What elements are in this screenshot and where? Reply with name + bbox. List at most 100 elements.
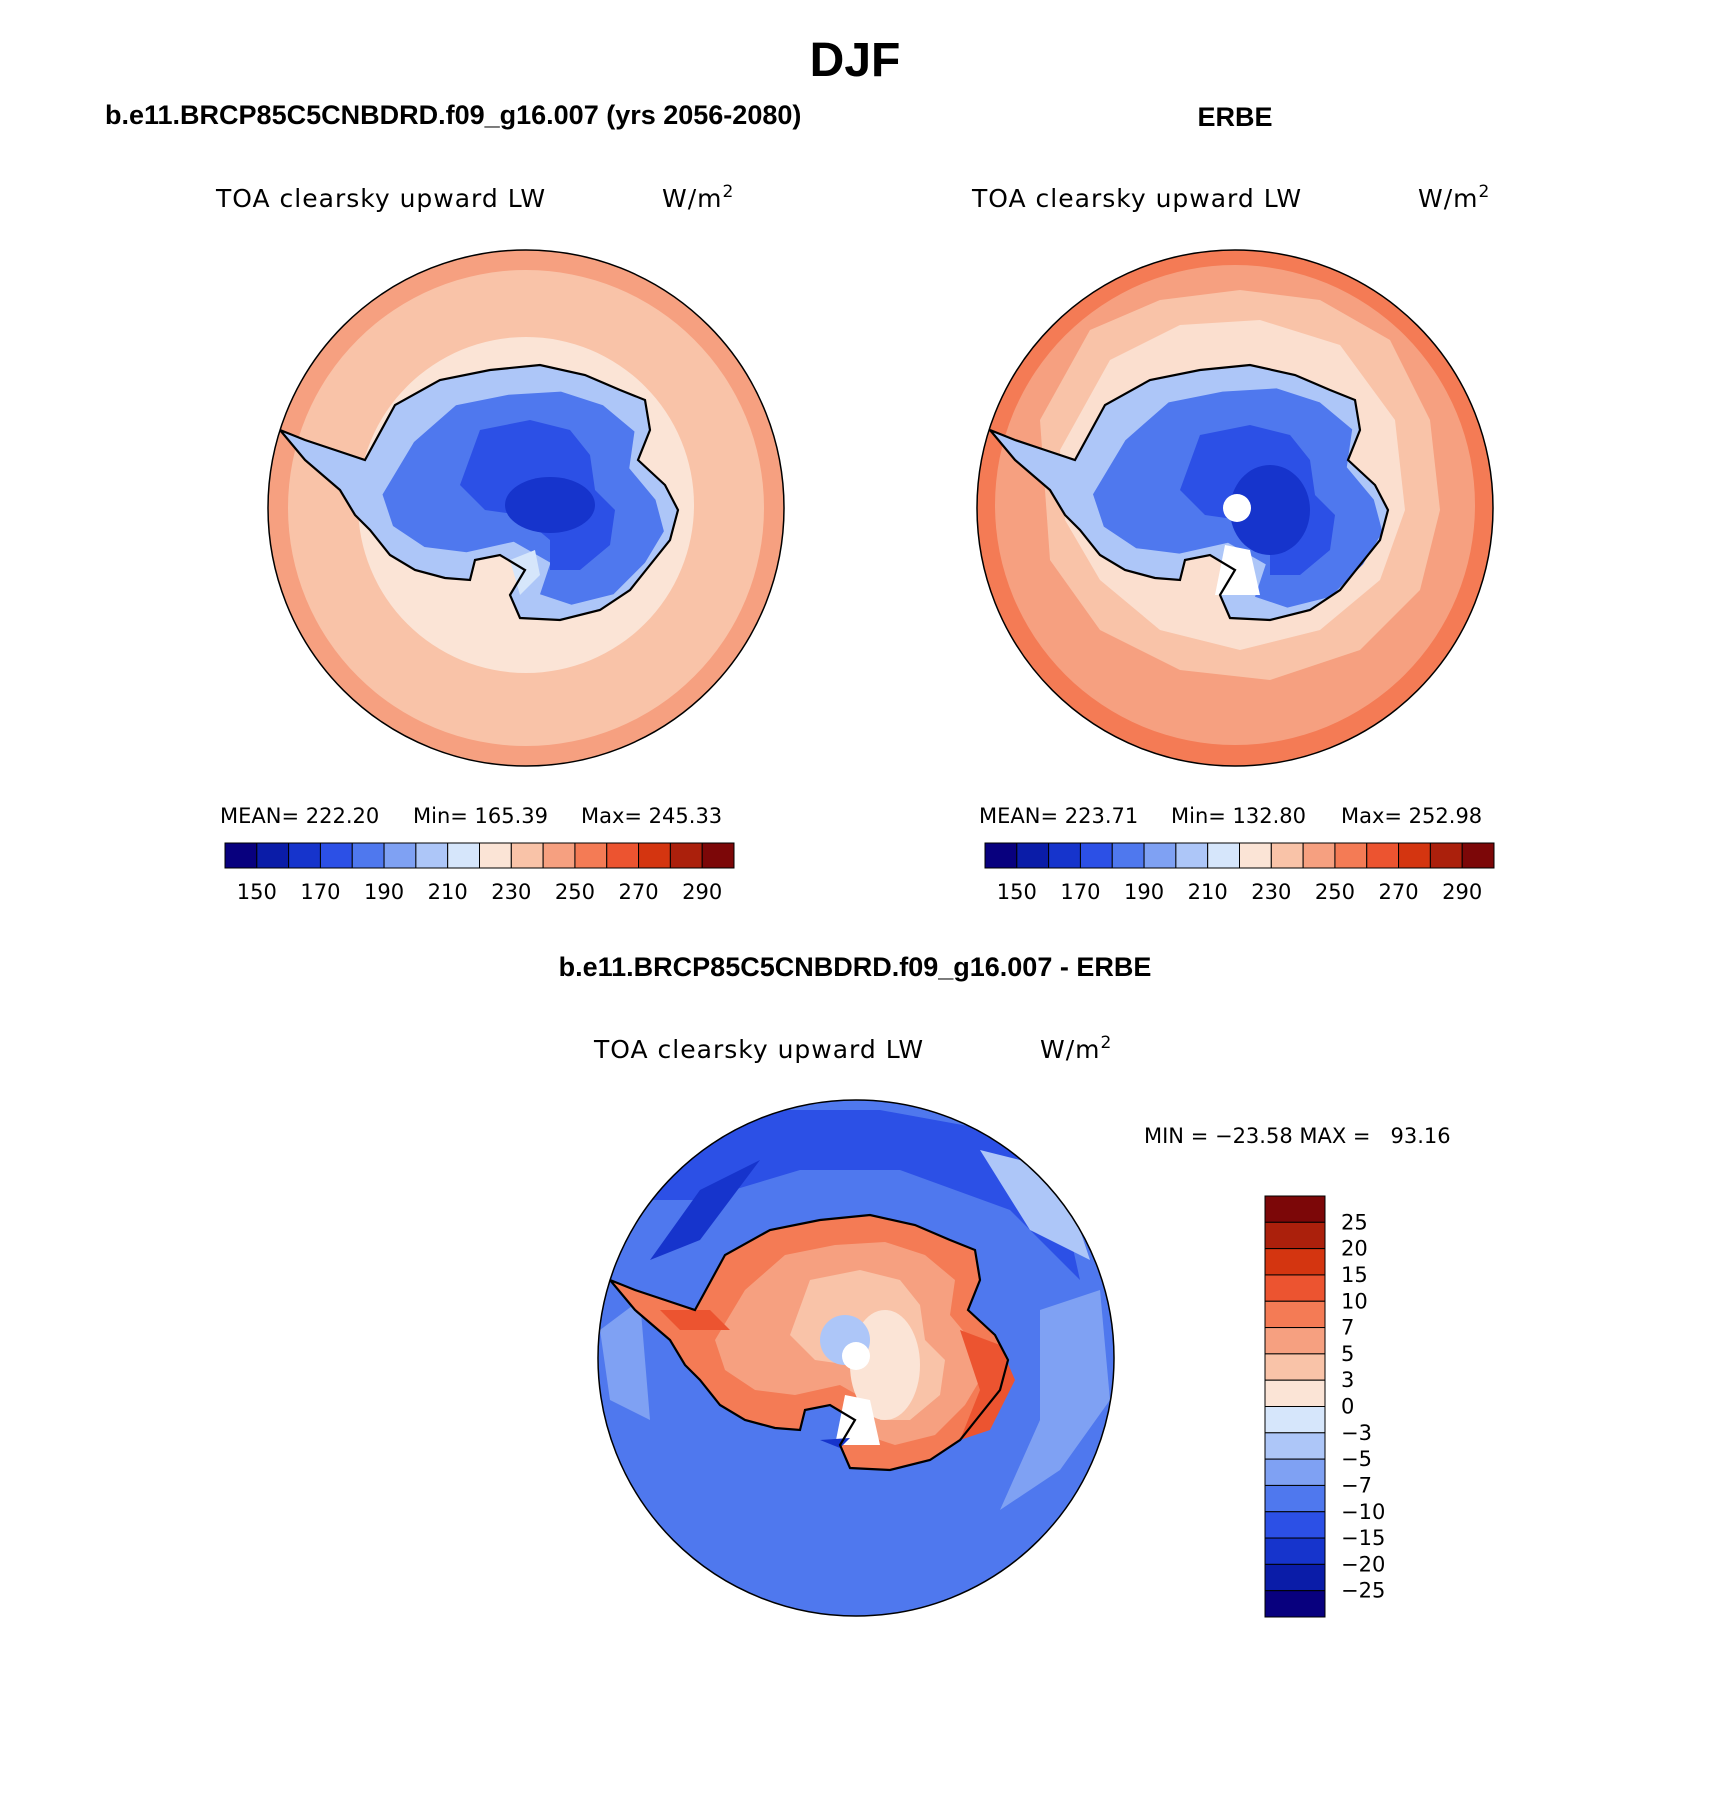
colorbar-model-swatch [606, 842, 640, 869]
colorbar-model: 150 170 190 210 230 250 270 290 [224, 842, 735, 904]
colorbar-obs-tick-label: 210 [1188, 880, 1228, 904]
panel-obs-max: Max= 252.98 [1341, 804, 1482, 828]
panel-diff-map-border [597, 1099, 1115, 1617]
panel-diff-heading: b.e11.BRCP85C5CNBDRD.f09_g16.007 - ERBE [559, 952, 1152, 982]
colorbar-diff-swatch [1264, 1327, 1326, 1355]
colorbar-obs-swatch [1302, 842, 1336, 869]
colorbar-diff-swatch [1264, 1353, 1326, 1381]
colorbar-diff-tick-label: 20 [1341, 1237, 1368, 1261]
panel-diff: b.e11.BRCP85C5CNBDRD.f09_g16.007 - ERBE … [559, 952, 1451, 1618]
colorbar-obs-swatch [1398, 842, 1431, 869]
colorbar-diff-tick-label: 10 [1341, 1289, 1368, 1313]
panel-diff-variable: TOA clearsky upward LW [593, 1035, 924, 1064]
colorbar-obs-swatch [1429, 842, 1463, 869]
figure-title: DJF [810, 34, 901, 87]
colorbar-obs-swatch [1016, 842, 1050, 869]
panel-model-heading: b.e11.BRCP85C5CNBDRD.f09_g16.007 (yrs 20… [105, 100, 801, 130]
colorbar-model-swatch [510, 842, 544, 869]
colorbar-obs-swatch [1461, 842, 1495, 869]
colorbar-model-swatch [224, 842, 258, 869]
colorbar-obs-swatch [1048, 842, 1081, 869]
colorbar-diff-swatch [1264, 1484, 1326, 1513]
panel-model: b.e11.BRCP85C5CNBDRD.f09_g16.007 (yrs 20… [105, 100, 801, 904]
colorbar-diff-tick-label: −25 [1341, 1579, 1385, 1603]
colorbar-obs-swatch [1143, 842, 1177, 869]
colorbar-diff-swatch [1264, 1511, 1326, 1539]
colorbar-model-swatch [479, 842, 512, 869]
colorbar-diff-swatch [1264, 1248, 1326, 1276]
colorbar-model-tick-label: 210 [428, 880, 468, 904]
colorbar-obs-tick-label: 270 [1379, 880, 1419, 904]
colorbar-diff-swatch [1264, 1274, 1326, 1302]
colorbar-diff-tick-label: 0 [1341, 1395, 1354, 1419]
panel-diff-units: W/m2 [1040, 1033, 1112, 1064]
colorbar-obs: 150 170 190 210 230 250 270 290 [984, 842, 1495, 904]
colorbar-model-tick-label: 170 [300, 880, 340, 904]
colorbar-model-swatch [383, 842, 417, 869]
panel-model-variable: TOA clearsky upward LW [215, 184, 546, 213]
colorbar-model-swatch [638, 842, 671, 869]
colorbar-model-swatch [669, 842, 703, 869]
colorbar-obs-tick-label: 290 [1442, 880, 1482, 904]
colorbar-diff-tick-label: −15 [1341, 1526, 1385, 1550]
colorbar-obs-swatch [1270, 842, 1304, 869]
colorbar-model-swatch [701, 842, 735, 869]
colorbar-diff-tick-label: −5 [1341, 1447, 1372, 1471]
panel-obs-mean: MEAN= 223.71 [979, 804, 1138, 828]
colorbar-diff-tick-label: 5 [1341, 1342, 1354, 1366]
colorbar-obs-swatch [984, 842, 1018, 869]
colorbar-diff-swatch [1264, 1406, 1326, 1434]
panel-model-min: Min= 165.39 [413, 804, 548, 828]
colorbar-obs-swatch [1175, 842, 1209, 869]
panel-obs-map [977, 250, 1493, 766]
panel-obs-map-border [976, 249, 1494, 767]
colorbar-diff-swatch [1264, 1563, 1326, 1592]
colorbar-obs-swatch [1239, 842, 1272, 869]
colorbar-diff-tick-label: −20 [1341, 1552, 1385, 1576]
colorbar-model-swatch [542, 842, 576, 869]
colorbar-diff-swatch [1264, 1590, 1326, 1618]
colorbar-diff-swatch [1264, 1195, 1326, 1223]
colorbar-model-tick-label: 250 [555, 880, 595, 904]
panel-model-map-border [267, 249, 785, 767]
colorbar-model-swatch [415, 842, 449, 869]
colorbar-diff-swatch [1264, 1300, 1326, 1329]
panel-diff-minmax: MIN = −23.58 MAX = 93.16 [1144, 1124, 1451, 1148]
colorbar-diff-tick-label: −7 [1341, 1473, 1372, 1497]
colorbar-diff-swatch [1264, 1458, 1326, 1486]
colorbar-obs-swatch [1079, 842, 1113, 869]
colorbar-model-tick-label: 150 [237, 880, 277, 904]
colorbar-obs-swatch [1111, 842, 1145, 869]
colorbar-obs-tick-label: 150 [997, 880, 1037, 904]
colorbar-diff-swatch [1264, 1379, 1326, 1407]
colorbar-obs-tick-label: 190 [1124, 880, 1164, 904]
panel-model-map [268, 250, 784, 766]
colorbar-obs-swatch [1366, 842, 1400, 869]
colorbar-model-swatch [319, 842, 353, 869]
colorbar-model-swatch [351, 842, 385, 869]
panel-model-units: W/m2 [662, 182, 734, 213]
colorbar-obs-swatch [1334, 842, 1368, 869]
colorbar-diff-tick-label: 7 [1341, 1316, 1354, 1340]
colorbar-model-swatch [256, 842, 290, 869]
colorbar-model-swatch [574, 842, 608, 869]
colorbar-obs-tick-label: 170 [1060, 880, 1100, 904]
colorbar-model-tick-label: 190 [364, 880, 404, 904]
panel-obs-variable: TOA clearsky upward LW [971, 184, 1302, 213]
panel-model-mean: MEAN= 222.20 [220, 804, 379, 828]
panel-obs-units: W/m2 [1418, 182, 1490, 213]
colorbar-diff-swatch [1264, 1537, 1326, 1565]
panel-obs-min: Min= 132.80 [1171, 804, 1306, 828]
colorbar-obs-tick-label: 250 [1315, 880, 1355, 904]
colorbar-model-swatch [288, 842, 321, 869]
panel-model-max: Max= 245.33 [581, 804, 722, 828]
colorbar-diff-tick-label: −10 [1341, 1500, 1385, 1524]
colorbar-model-swatch [447, 842, 480, 869]
colorbar-diff-tick-label: 15 [1341, 1263, 1368, 1287]
colorbar-model-tick-label: 230 [491, 880, 531, 904]
colorbar-diff-tick-label: −3 [1341, 1421, 1372, 1445]
panel-obs-heading: ERBE [1197, 102, 1272, 132]
colorbar-diff-tick-label: 3 [1341, 1368, 1354, 1392]
